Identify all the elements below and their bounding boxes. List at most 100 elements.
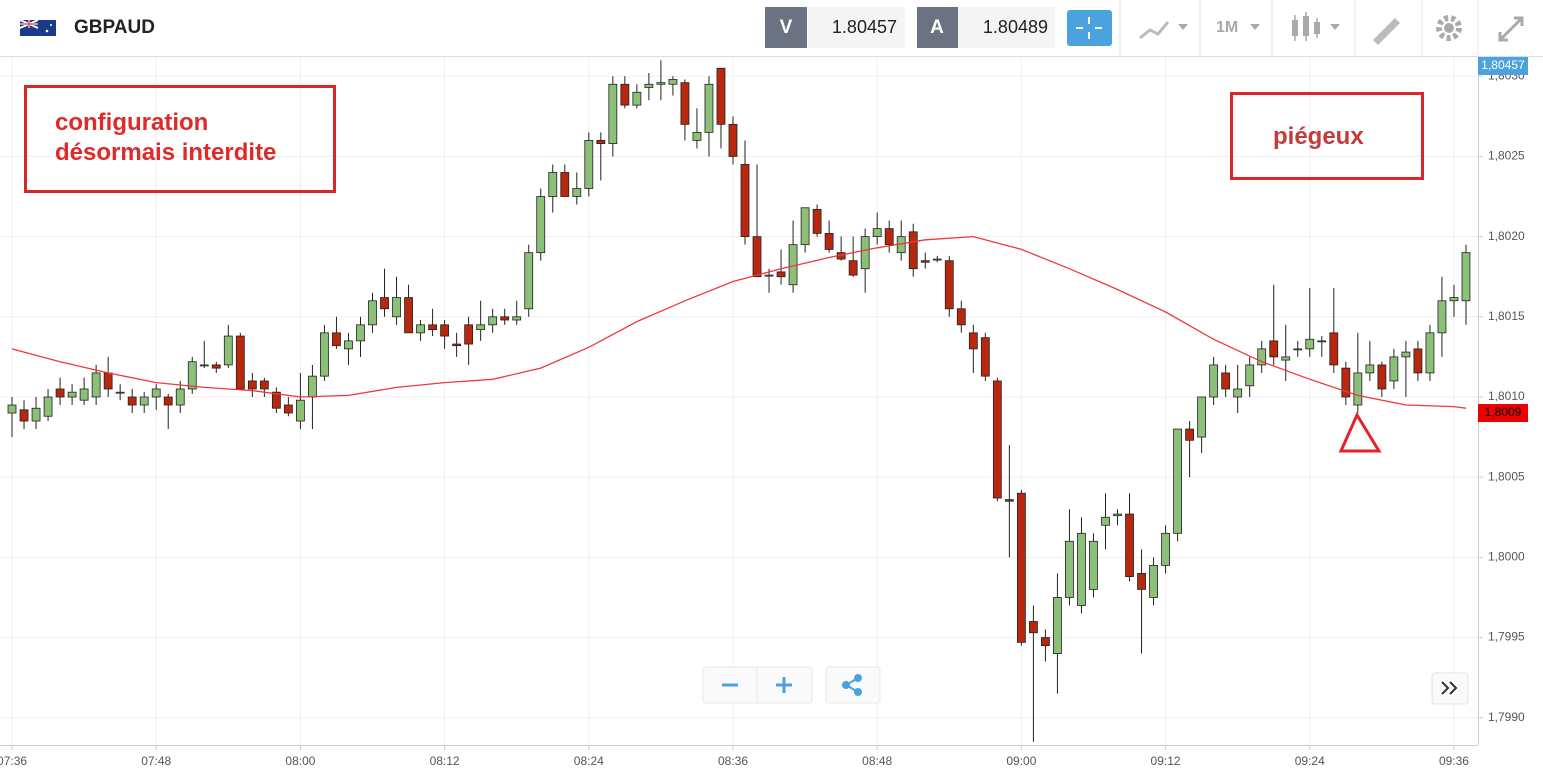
candle-body: [1353, 372, 1363, 406]
candle-body: [1125, 513, 1134, 578]
ask-price: 1.80489: [983, 17, 1048, 37]
candle-body: [488, 316, 498, 326]
candle-body: [1209, 364, 1219, 398]
candle-body: [1305, 338, 1315, 350]
crosshair-button[interactable]: [1067, 10, 1112, 46]
candle-body: [1041, 637, 1050, 646]
candle-body: [43, 396, 53, 417]
candle-body: [476, 324, 486, 331]
candle-body: [380, 297, 389, 310]
bid-button[interactable]: [765, 7, 807, 48]
dropdown-arrow: [1178, 24, 1188, 30]
candle-body: [247, 380, 257, 390]
candle-body: [524, 252, 534, 310]
candle-body: [344, 340, 353, 350]
x-tick-label: 07:36: [0, 754, 27, 768]
candle-body: [1437, 300, 1447, 334]
toolbar-separators: [1119, 0, 1479, 56]
candle-body: [1137, 573, 1146, 590]
candle-body: [55, 388, 65, 398]
candle-body: [1425, 332, 1435, 374]
bid-label: V: [780, 17, 793, 38]
fullscreen-icon[interactable]: [1498, 16, 1524, 42]
share-button[interactable]: [825, 666, 881, 704]
candle-body: [752, 236, 762, 278]
candle-body: [692, 131, 702, 141]
candle-icon[interactable]: [1292, 12, 1320, 41]
dropdown-arrow: [1250, 24, 1260, 30]
candle-body: [452, 343, 462, 347]
y-tick-label: 1,8015: [1488, 309, 1525, 323]
candle-body: [320, 332, 329, 377]
candle-body: [656, 82, 666, 85]
candle-body: [1281, 356, 1291, 361]
candle-body: [1245, 364, 1255, 387]
annotation-box: piégeux: [1230, 92, 1424, 180]
candle-body: [644, 83, 654, 88]
candle-body: [884, 228, 894, 246]
scroll-latest-button[interactable]: [1431, 672, 1469, 705]
candle-body: [79, 388, 89, 401]
candle-body: [680, 82, 690, 125]
triangle-marker: [1338, 411, 1382, 453]
candle-body: [67, 391, 77, 398]
candle-body: [151, 388, 161, 398]
candle-body: [1233, 388, 1243, 398]
candle-body: [175, 388, 185, 406]
candle-body: [1365, 364, 1375, 374]
candle-body: [908, 231, 918, 270]
candle-body: [548, 172, 558, 197]
ask-button[interactable]: [917, 7, 958, 48]
draw-icon[interactable]: [1373, 18, 1400, 45]
bid-box: [808, 7, 905, 48]
chart-type-icon[interactable]: [1139, 21, 1170, 40]
candle-body: [800, 207, 810, 246]
plot: [7, 60, 1471, 742]
candle-body: [740, 164, 750, 238]
candle-body: [404, 297, 413, 334]
y-tick-label: 1,7990: [1488, 710, 1525, 724]
candle-body: [1413, 348, 1423, 374]
settings-icon[interactable]: [1436, 15, 1462, 41]
timeframe[interactable]: 1M: [1216, 19, 1238, 36]
candle-body: [1389, 356, 1399, 382]
candle-body: [308, 375, 317, 398]
x-tick-label: 08:36: [718, 754, 748, 768]
candle-body: [776, 271, 786, 278]
candle-body: [956, 308, 966, 326]
candle-body: [1149, 564, 1158, 598]
candle-body: [1293, 348, 1303, 351]
moving-average: [11, 235, 1467, 409]
candle-body: [1101, 516, 1110, 526]
candle-body: [223, 335, 233, 366]
candle-body: [139, 396, 149, 406]
x-tick-label: 07:48: [141, 754, 171, 768]
candle-body: [1329, 332, 1339, 366]
x-tick-label: 09:24: [1295, 754, 1325, 768]
zoom-in[interactable]: [776, 677, 792, 693]
candle-body: [824, 233, 834, 250]
candle-body: [572, 188, 582, 197]
candle-body: [608, 83, 618, 145]
candle-body: [211, 364, 221, 369]
price-marker: [1478, 57, 1528, 75]
candle-body: [848, 260, 858, 276]
x-tick-label: 09:00: [1006, 754, 1036, 768]
candle-body: [596, 139, 606, 145]
candle-body: [980, 337, 990, 377]
candle-body: [668, 79, 678, 85]
candle-body: [392, 297, 401, 318]
candle-body: [920, 260, 930, 263]
candle-body: [1089, 540, 1098, 590]
flag: [19, 19, 56, 36]
candle-body: [440, 324, 450, 337]
candle-body: [560, 172, 570, 197]
candle-body: [1401, 351, 1411, 358]
candle-body: [19, 409, 29, 422]
ask-label: A: [930, 17, 944, 38]
candle-body: [716, 67, 726, 125]
candle-body: [115, 391, 125, 394]
candle-body: [932, 258, 942, 261]
candle-body: [187, 361, 197, 390]
